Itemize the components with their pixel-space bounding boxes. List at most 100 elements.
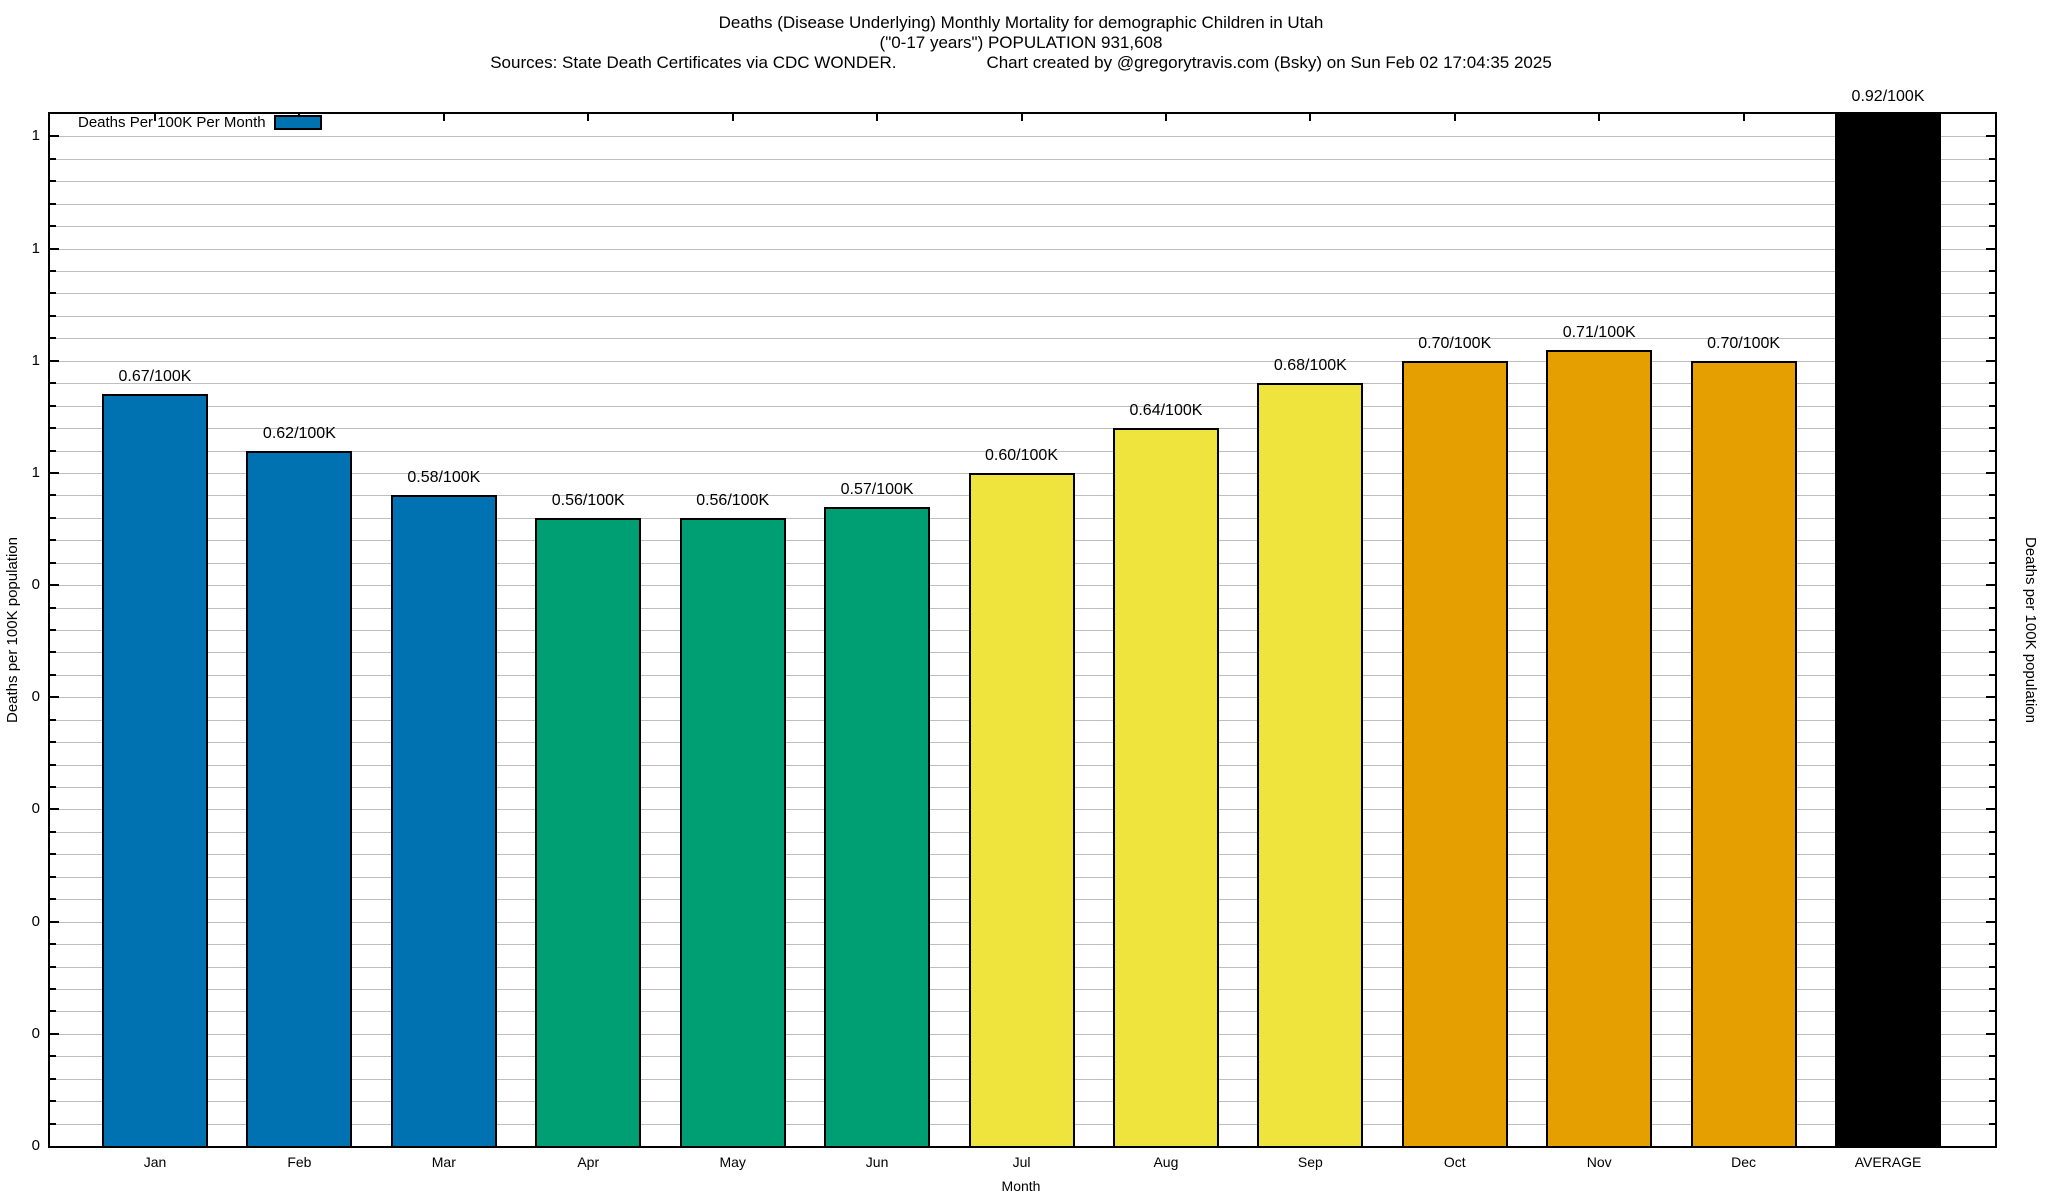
- y-tick-mark-left: [50, 180, 56, 182]
- y-tick-mark-right: [1989, 651, 1995, 653]
- y-tick-mark-right: [1989, 741, 1995, 743]
- x-tick-mark-top: [154, 114, 156, 121]
- y-tick-label: 0: [31, 688, 40, 706]
- y-tick-mark-right: [1989, 764, 1995, 766]
- y-tick-mark-left: [50, 607, 56, 609]
- x-tick-mark-top: [587, 114, 590, 121]
- x-category-label-jan: Jan: [143, 1154, 167, 1170]
- bar-value-label-apr: 0.56/100K: [551, 492, 625, 509]
- bar-oct: [1401, 361, 1508, 1146]
- y-tick-mark-right: [1989, 539, 1995, 541]
- y-tick-mark-left: [50, 898, 56, 900]
- y-tick-mark-left: [50, 472, 59, 474]
- y-tick-mark-right: [1986, 1033, 1995, 1035]
- y-tick-label: 1: [31, 127, 40, 145]
- y-tick-mark-left: [50, 651, 56, 653]
- x-tick-mark-top: [1164, 114, 1167, 121]
- bar-value-label-average: 0.92/100K: [1851, 88, 1925, 105]
- y-tick-mark-right: [1989, 225, 1995, 227]
- y-tick-mark-left: [50, 1033, 59, 1035]
- bar-jan: [102, 394, 208, 1146]
- y-tick-mark-right: [1989, 517, 1995, 519]
- y-tick-mark-left: [50, 584, 59, 586]
- y-tick-mark-left: [50, 1078, 56, 1080]
- y-tick-mark-left: [50, 225, 56, 227]
- y-tick-mark-right: [1989, 943, 1995, 945]
- y-tick-label: 0: [31, 1137, 40, 1154]
- y-tick-mark-right: [1989, 1078, 1995, 1080]
- x-tick-mark-top: [876, 114, 879, 121]
- y-tick-mark-right: [1989, 719, 1995, 721]
- y-tick-mark-right: [1989, 405, 1995, 407]
- gridline: [50, 316, 1995, 317]
- gridline: [50, 383, 1995, 384]
- y-tick-mark-right: [1989, 494, 1995, 496]
- gridline: [50, 428, 1995, 429]
- y-tick-mark-right: [1989, 1123, 1995, 1125]
- y-tick-mark-left: [50, 1010, 56, 1012]
- y-tick-mark-right: [1986, 921, 1995, 923]
- legend-swatch: [273, 115, 322, 130]
- y-tick-mark-right: [1986, 248, 1995, 250]
- y-tick-mark-left: [50, 808, 59, 810]
- x-category-label-feb: Feb: [287, 1154, 312, 1170]
- y-axis-label-right: Deaths per 100K population: [2022, 537, 2039, 723]
- y-tick-mark-right: [1989, 315, 1995, 317]
- x-category-label-may: May: [719, 1154, 746, 1170]
- gridline: [50, 181, 1995, 182]
- x-category-label-nov: Nov: [1586, 1154, 1612, 1170]
- y-tick-mark-right: [1989, 898, 1995, 900]
- credit-note: Chart created by @gregorytravis.com (Bsk…: [986, 53, 1552, 72]
- y-tick-mark-left: [50, 719, 56, 721]
- bar-value-label-feb: 0.62/100K: [262, 425, 336, 442]
- y-tick-mark-left: [50, 921, 59, 923]
- y-tick-mark-right: [1989, 382, 1995, 384]
- x-category-label-dec: Dec: [1731, 1154, 1757, 1170]
- y-tick-mark-left: [50, 203, 56, 205]
- y-tick-label: 0: [31, 912, 40, 930]
- y-tick-mark-right: [1989, 158, 1995, 160]
- gridline: [50, 136, 1995, 137]
- y-tick-mark-left: [50, 1100, 56, 1102]
- bar-value-label-jan: 0.67/100K: [118, 368, 192, 385]
- y-tick-mark-left: [50, 966, 56, 968]
- y-tick-mark-right: [1986, 472, 1995, 474]
- bar-apr: [535, 518, 642, 1146]
- y-tick-mark-right: [1989, 831, 1995, 833]
- y-tick-mark-left: [50, 988, 56, 990]
- x-category-label-average: AVERAGE: [1854, 1154, 1922, 1170]
- title-line-1: Deaths (Disease Underlying) Monthly Mort…: [718, 13, 1324, 32]
- y-tick-mark-left: [50, 135, 59, 137]
- bar-jun: [824, 507, 931, 1146]
- gridline: [50, 338, 1995, 339]
- y-tick-label: 1: [31, 463, 40, 481]
- y-tick-mark-left: [50, 360, 59, 362]
- legend: Deaths Per 100K Per Month: [78, 114, 322, 131]
- y-tick-mark-left: [50, 741, 56, 743]
- bar-may: [679, 518, 786, 1146]
- y-tick-mark-left: [50, 562, 56, 564]
- y-tick-mark-left: [50, 853, 56, 855]
- y-tick-label: 1: [31, 351, 40, 369]
- gridline: [50, 249, 1995, 250]
- y-tick-mark-right: [1989, 988, 1995, 990]
- y-tick-mark-left: [50, 450, 56, 452]
- y-tick-mark-left: [50, 337, 56, 339]
- gridline: [50, 406, 1995, 407]
- x-category-label-jul: Jul: [1012, 1154, 1031, 1170]
- y-tick-mark-left: [50, 494, 56, 496]
- chart-title: Deaths (Disease Underlying) Monthly Mort…: [0, 13, 2042, 73]
- x-category-label-jun: Jun: [865, 1154, 889, 1170]
- y-tick-mark-right: [1989, 450, 1995, 452]
- x-category-label-apr: Apr: [577, 1154, 600, 1170]
- y-tick-mark-left: [50, 158, 56, 160]
- y-tick-mark-right: [1989, 1055, 1995, 1057]
- y-tick-mark-right: [1989, 562, 1995, 564]
- y-tick-mark-right: [1989, 1010, 1995, 1012]
- bar-feb: [246, 451, 353, 1146]
- y-tick-label: 0: [31, 576, 40, 594]
- y-tick-label: 0: [31, 800, 40, 818]
- gridline: [50, 271, 1995, 272]
- y-tick-mark-right: [1986, 360, 1995, 362]
